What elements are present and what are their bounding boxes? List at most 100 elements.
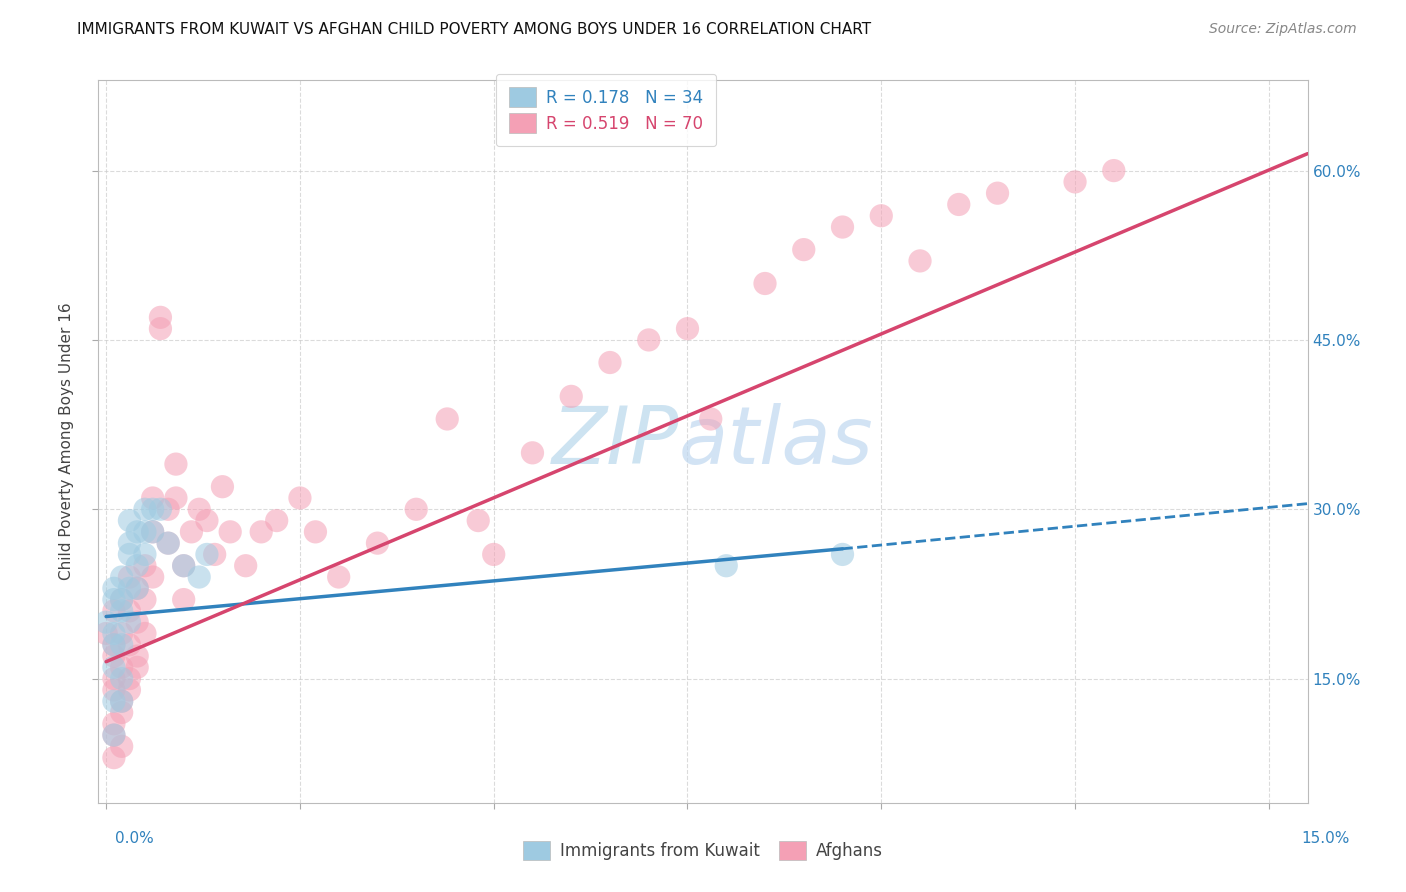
Point: [157, 536, 180, 550]
Point: [103, 626, 125, 640]
Point: [111, 672, 134, 686]
Point: [986, 186, 1008, 201]
Point: [118, 570, 141, 584]
Point: [111, 604, 134, 618]
Point: [118, 638, 141, 652]
Point: [266, 514, 288, 528]
Point: [142, 524, 165, 539]
Point: [103, 638, 125, 652]
Point: [599, 355, 621, 369]
Point: [793, 243, 815, 257]
Point: [195, 514, 218, 528]
Point: [948, 197, 970, 211]
Point: [405, 502, 427, 516]
Legend: Immigrants from Kuwait, Afghans: Immigrants from Kuwait, Afghans: [516, 834, 890, 867]
Point: [173, 592, 195, 607]
Point: [111, 739, 134, 754]
Text: IMMIGRANTS FROM KUWAIT VS AFGHAN CHILD POVERTY AMONG BOYS UNDER 16 CORRELATION C: IMMIGRANTS FROM KUWAIT VS AFGHAN CHILD P…: [77, 22, 872, 37]
Point: [436, 412, 458, 426]
Text: Source: ZipAtlas.com: Source: ZipAtlas.com: [1209, 22, 1357, 37]
Point: [127, 582, 149, 596]
Point: [127, 582, 149, 596]
Point: [467, 514, 489, 528]
Point: [118, 582, 141, 596]
Text: ZIP: ZIP: [551, 402, 679, 481]
Point: [127, 648, 149, 663]
Point: [111, 706, 134, 720]
Point: [111, 592, 134, 607]
Point: [127, 660, 149, 674]
Point: [188, 502, 211, 516]
Y-axis label: Child Poverty Among Boys Under 16: Child Poverty Among Boys Under 16: [59, 302, 75, 581]
Point: [103, 660, 125, 674]
Point: [118, 536, 141, 550]
Point: [522, 446, 544, 460]
Point: [118, 672, 141, 686]
Point: [250, 524, 273, 539]
Point: [118, 615, 141, 630]
Point: [118, 682, 141, 697]
Point: [637, 333, 659, 347]
Point: [180, 524, 202, 539]
Point: [127, 524, 149, 539]
Point: [716, 558, 738, 573]
Point: [831, 548, 853, 562]
Point: [103, 638, 125, 652]
Point: [173, 558, 195, 573]
Point: [482, 548, 505, 562]
Point: [103, 682, 125, 697]
Point: [700, 412, 723, 426]
Point: [103, 604, 125, 618]
Point: [676, 321, 699, 335]
Point: [111, 660, 134, 674]
Point: [328, 570, 350, 584]
Point: [204, 548, 226, 562]
Point: [142, 502, 165, 516]
Point: [118, 548, 141, 562]
Point: [211, 480, 233, 494]
Point: [831, 220, 853, 235]
Point: [103, 672, 125, 686]
Point: [103, 750, 125, 764]
Point: [111, 694, 134, 708]
Point: [103, 582, 125, 596]
Point: [157, 502, 180, 516]
Point: [134, 548, 156, 562]
Point: [288, 491, 311, 505]
Point: [157, 536, 180, 550]
Text: atlas: atlas: [679, 402, 873, 481]
Text: 0.0%: 0.0%: [115, 831, 155, 846]
Point: [134, 502, 156, 516]
Point: [870, 209, 893, 223]
Point: [103, 728, 125, 742]
Point: [103, 694, 125, 708]
Text: 15.0%: 15.0%: [1302, 831, 1350, 846]
Point: [134, 524, 156, 539]
Point: [96, 626, 118, 640]
Point: [149, 321, 172, 335]
Point: [103, 728, 125, 742]
Point: [142, 524, 165, 539]
Point: [103, 716, 125, 731]
Point: [103, 648, 125, 663]
Point: [127, 615, 149, 630]
Point: [304, 524, 326, 539]
Point: [111, 592, 134, 607]
Point: [134, 626, 156, 640]
Point: [118, 604, 141, 618]
Point: [195, 548, 218, 562]
Point: [96, 615, 118, 630]
Point: [235, 558, 257, 573]
Point: [127, 558, 149, 573]
Point: [754, 277, 776, 291]
Point: [165, 491, 187, 505]
Point: [111, 694, 134, 708]
Point: [103, 592, 125, 607]
Point: [908, 253, 931, 268]
Point: [111, 638, 134, 652]
Point: [149, 310, 172, 325]
Point: [165, 457, 187, 471]
Point: [118, 514, 141, 528]
Point: [173, 558, 195, 573]
Point: [134, 558, 156, 573]
